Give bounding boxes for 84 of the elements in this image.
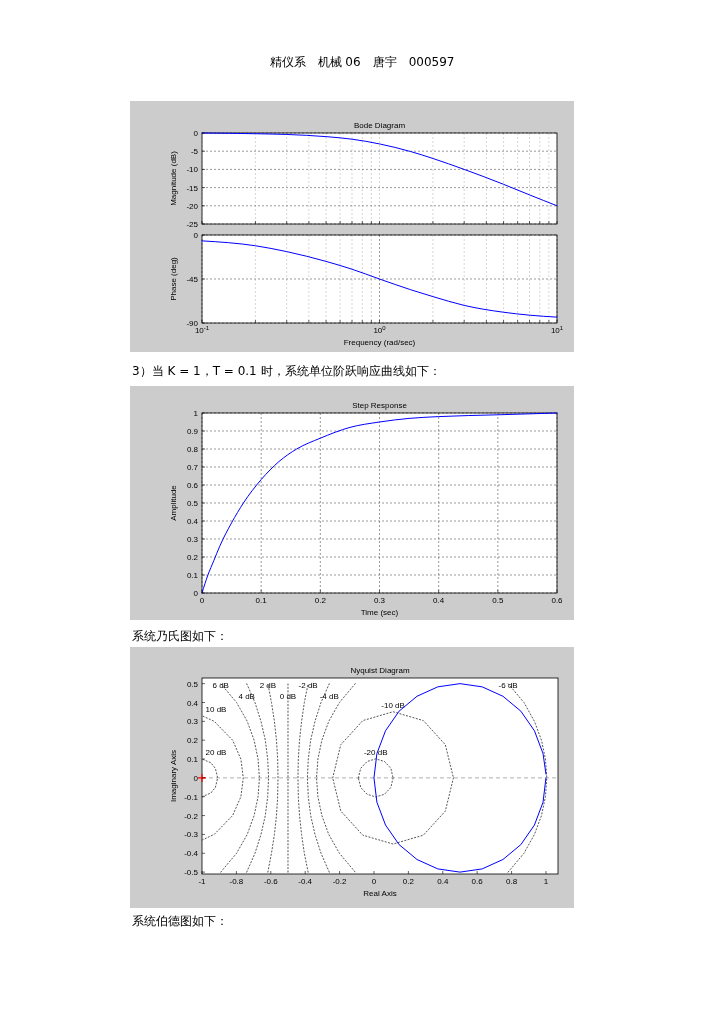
x-tick-label: 0.3 <box>373 596 386 605</box>
y-tick-label: 0.2 <box>186 553 199 562</box>
series-label: 4 dB <box>238 692 255 701</box>
y-tick-label: 0.3 <box>186 717 199 727</box>
line-series <box>267 683 279 873</box>
y-tick-label: 0.4 <box>186 698 199 708</box>
x-tick-label: 0.1 <box>255 596 268 605</box>
y-axis-title: Imaginary Axis <box>169 749 178 803</box>
x-tick-label: -1 <box>198 877 207 886</box>
y-tick-label: 0.9 <box>186 427 199 436</box>
series-label: 10 dB <box>205 704 227 714</box>
y-tick-label: 0.1 <box>186 755 199 765</box>
y-tick-label: 1 <box>193 409 199 418</box>
x-tick-label: -0.6 <box>263 877 279 886</box>
x-tick-label: 0.8 <box>506 877 518 886</box>
y-tick-label: 0.5 <box>186 499 199 508</box>
y-tick-label: -25 <box>186 220 199 229</box>
y-tick-label: -45 <box>186 275 199 284</box>
line-series <box>201 715 244 841</box>
y-tick-label: 0.3 <box>186 535 199 544</box>
text: 3）当 K = 1，T = 0.1 时，系统单位阶跃响应曲线如下： <box>132 364 441 378</box>
x-tick-label: -0.4 <box>298 877 313 886</box>
y-tick-label: -0.2 <box>184 811 199 821</box>
line-series <box>201 758 219 798</box>
x-tick-label: 0.4 <box>437 877 449 886</box>
y-tick-label: 0.8 <box>186 445 199 454</box>
x-tick-label: 1 <box>543 877 549 886</box>
y-axis-title: Phase (deg) <box>169 256 178 301</box>
line-series <box>306 683 330 873</box>
chart-title: Step Response <box>352 401 408 410</box>
x-tick-label: 0.2 <box>402 877 415 886</box>
y-tick-label: -20 <box>186 201 199 211</box>
chart-title: Nyquist Diagram <box>350 666 410 675</box>
y-tick-label: 0 <box>193 773 199 783</box>
line-series <box>201 412 558 594</box>
y-tick-label: 0.6 <box>186 481 199 490</box>
x-axis-title: Real Axis <box>363 889 397 898</box>
y-tick-label: 0.7 <box>186 463 199 472</box>
y-tick-label: -0.4 <box>184 849 199 859</box>
x-tick-label: 0.2 <box>314 596 327 605</box>
x-tick-label: 10$^{0}$ <box>373 325 387 335</box>
x-tick-label: 10$^{-1}$ <box>194 325 210 335</box>
y-tick-label: -0.1 <box>184 792 199 802</box>
series-label: -10 dB <box>381 700 405 710</box>
y-axis-title: Magnitude (dB) <box>169 150 178 206</box>
y-tick-label: 0.4 <box>186 517 199 526</box>
series-label: 6 dB <box>212 681 229 690</box>
x-tick-label: 0.4 <box>433 596 445 605</box>
x-tick-label: 0.5 <box>492 596 504 605</box>
x-tick-label: 10$^{1}$ <box>550 325 564 335</box>
y-tick-label: -5 <box>190 147 199 157</box>
y-tick-label: 0 <box>193 589 199 598</box>
x-tick-label: 0.6 <box>471 877 484 886</box>
y-tick-label: -90 <box>186 319 199 328</box>
y-tick-label: -15 <box>186 183 199 193</box>
series-label: 0 dB <box>279 692 297 701</box>
y-tick-label: -0.5 <box>184 868 199 878</box>
x-tick-label: 0 <box>199 596 205 605</box>
x-tick-label: -0.2 <box>332 877 348 886</box>
x-axis-title: Frequency (rad/sec) <box>343 338 416 347</box>
x-tick-label: 0.6 <box>551 596 564 605</box>
series-label: -2 dB <box>298 681 318 690</box>
y-axis-title: Amplitude <box>169 484 178 521</box>
x-tick-label: 0 <box>371 877 377 886</box>
series-label: -20 dB <box>363 747 388 757</box>
line-series <box>297 683 309 873</box>
x-tick-label: -0.8 <box>229 877 244 886</box>
x-axis-title: Time (sec) <box>360 608 399 617</box>
y-tick-label: 0 <box>193 231 199 240</box>
chart-title: Bode Diagram <box>353 121 406 130</box>
y-tick-label: 0.2 <box>186 736 199 746</box>
series-label: -6 dB <box>498 681 518 690</box>
y-tick-label: -10 <box>186 165 199 175</box>
text: 系统伯德图如下： <box>132 914 228 928</box>
text: 系统乃氏图如下： <box>132 629 228 643</box>
line-series <box>373 683 547 873</box>
y-tick-label: -0.3 <box>184 830 199 840</box>
series-label: 2 dB <box>259 681 277 690</box>
y-tick-label: 0 <box>193 129 199 138</box>
text: 精仪系 机械 06 唐宇 000597 <box>269 55 455 69</box>
y-tick-label: 0.5 <box>186 679 199 689</box>
series-label: 20 dB <box>205 748 227 758</box>
series-label: -4 dB <box>319 692 339 701</box>
y-tick-label: 0.1 <box>186 571 199 580</box>
